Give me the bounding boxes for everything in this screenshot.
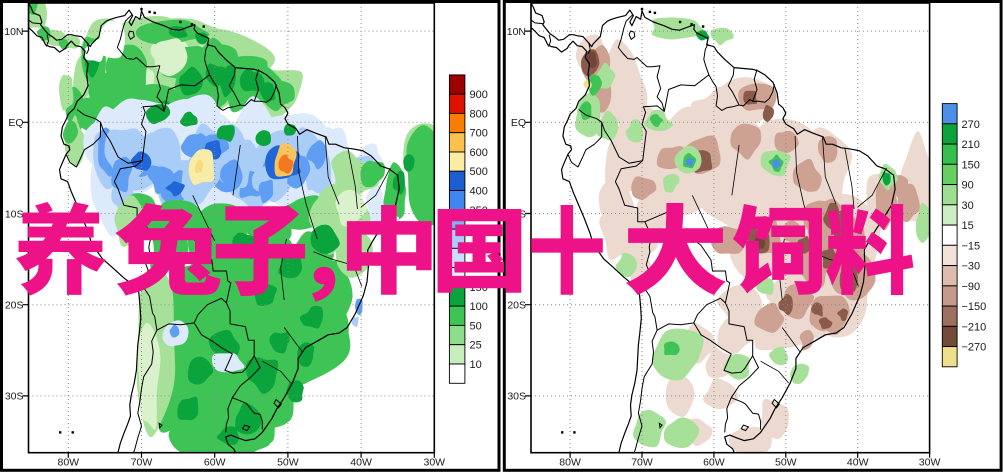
svg-text:50W: 50W [775, 457, 797, 469]
svg-text:800: 800 [470, 108, 488, 120]
svg-text:210: 210 [962, 139, 980, 151]
svg-text:70W: 70W [631, 457, 653, 469]
svg-text:400: 400 [470, 186, 488, 198]
svg-text:10N: 10N [507, 26, 526, 38]
svg-text:50W: 50W [277, 457, 299, 469]
svg-text:270: 270 [962, 119, 980, 131]
svg-text:40W: 40W [350, 457, 372, 469]
svg-text:30: 30 [962, 200, 974, 212]
svg-text:900: 900 [470, 89, 488, 101]
svg-text:−90: −90 [962, 281, 981, 293]
svg-text:10S: 10S [5, 208, 24, 220]
svg-text:EQ: EQ [511, 117, 526, 129]
svg-text:15: 15 [962, 220, 974, 232]
svg-text:30W: 30W [424, 457, 446, 469]
svg-text:600: 600 [470, 147, 488, 159]
svg-text:90: 90 [962, 180, 974, 192]
svg-text:100: 100 [470, 301, 488, 313]
svg-text:−15: −15 [962, 240, 981, 252]
svg-text:80W: 80W [559, 457, 581, 469]
svg-text:20S: 20S [5, 300, 24, 312]
svg-text:−270: −270 [962, 342, 987, 354]
svg-text:60W: 60W [204, 457, 226, 469]
svg-text:40W: 40W [847, 457, 869, 469]
svg-text:10: 10 [470, 359, 482, 371]
svg-text:50: 50 [470, 320, 482, 332]
svg-text:20S: 20S [507, 300, 526, 312]
svg-text:−150: −150 [962, 301, 987, 313]
svg-text:700: 700 [470, 128, 488, 140]
svg-text:30S: 30S [5, 391, 24, 403]
svg-text:30S: 30S [507, 391, 526, 403]
svg-text:500: 500 [470, 166, 488, 178]
svg-text:−210: −210 [962, 321, 987, 333]
svg-text:−30: −30 [962, 261, 981, 273]
svg-text:30W: 30W [919, 457, 941, 469]
svg-text:70W: 70W [131, 457, 153, 469]
svg-text:150: 150 [962, 159, 980, 171]
svg-text:25: 25 [470, 340, 482, 352]
svg-text:60W: 60W [703, 457, 725, 469]
svg-text:EQ: EQ [8, 117, 23, 129]
svg-text:80W: 80W [58, 457, 80, 469]
svg-text:10N: 10N [4, 26, 23, 38]
